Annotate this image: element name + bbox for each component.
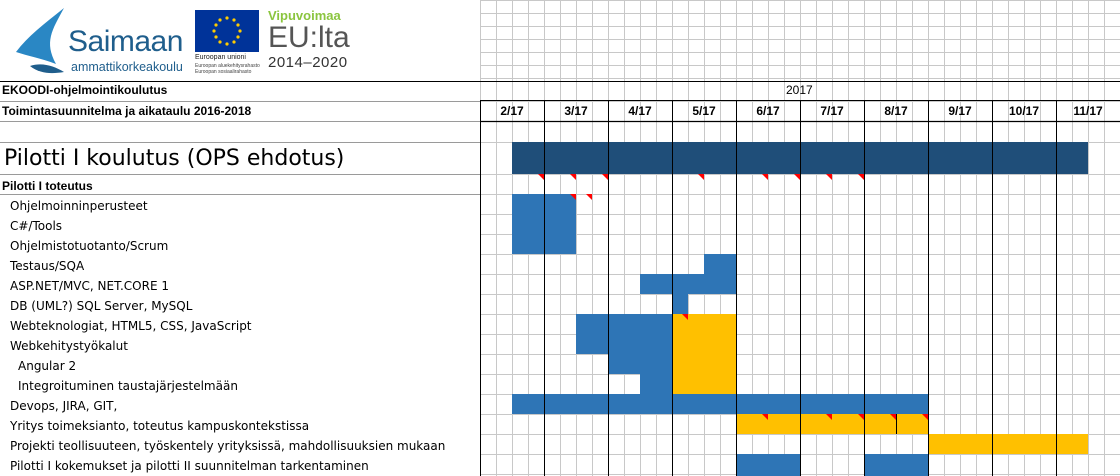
comment-marker-icon — [794, 174, 800, 180]
gantt-bar — [704, 254, 736, 274]
month-label: 6/17 — [756, 104, 780, 118]
month-label: 8/17 — [884, 104, 908, 118]
comment-marker-icon — [922, 414, 928, 420]
eu-logo-fund-1: Euroopan aluekehitysrahasto — [195, 63, 260, 69]
comment-marker-icon — [570, 194, 576, 200]
gantt-bar — [608, 354, 672, 374]
month-label: 5/17 — [692, 104, 716, 118]
eu-logo-fund-2: Euroopan sosiaalirahasto — [195, 69, 252, 75]
task-row-label: ASP.NET/MVC, NET.CORE 1 — [10, 279, 169, 293]
month-label: 3/17 — [564, 104, 588, 118]
gantt-bar — [672, 294, 688, 314]
saimaan-logo: Saimaan ammattikorkeakoulu — [14, 6, 194, 78]
saimaan-logo-title: Saimaan — [68, 25, 183, 58]
gantt-bar — [864, 454, 928, 476]
gantt-bar — [672, 314, 736, 394]
comment-marker-icon — [858, 174, 864, 180]
gantt-bar — [640, 374, 672, 394]
comment-marker-icon — [762, 174, 768, 180]
task-row-label: Yritys toimeksianto, toteutus kampuskont… — [10, 419, 310, 433]
task-row-label: Ohjelmoinninperusteet — [10, 199, 148, 213]
task-row-label: C#/Tools — [10, 219, 63, 233]
comment-marker-icon — [570, 174, 576, 180]
task-row-label: Testaus/SQA — [10, 259, 85, 273]
eu-logo-name: Euroopan unioni — [195, 54, 246, 61]
month-label: 9/17 — [948, 104, 972, 118]
comment-marker-icon — [602, 174, 608, 180]
comment-marker-icon — [890, 414, 896, 420]
comment-marker-icon — [826, 414, 832, 420]
month-label: 11/17 — [1073, 104, 1103, 118]
task-row-label: Projekti teollisuuteen, työskentely yrit… — [10, 439, 446, 453]
gantt-bar — [736, 414, 928, 434]
task-row-label: Webteknologiat, HTML5, CSS, JavaScript — [10, 319, 252, 333]
gantt-bar — [576, 314, 672, 354]
month-label: 7/17 — [820, 104, 844, 118]
sheet-subtitle: Toimintasuunnitelma ja aikataulu 2016-20… — [2, 104, 252, 118]
comment-marker-icon — [682, 314, 688, 320]
vipu-logo-line-1: Vipuvoimaa — [268, 8, 341, 23]
gantt-bar — [512, 394, 928, 414]
month-label: 2/17 — [500, 104, 524, 118]
saimaan-logo-subtitle: ammattikorkeakoulu — [71, 60, 183, 74]
section-title: Pilotti I koulutus (OPS ehdotus) — [4, 146, 345, 171]
gantt-bar — [928, 434, 1088, 454]
comment-marker-icon — [826, 174, 832, 180]
gantt-bar — [640, 274, 736, 294]
month-label: 10/17 — [1008, 104, 1040, 118]
year-label: 2017 — [786, 83, 813, 97]
task-row-label: Angular 2 — [18, 359, 77, 373]
comment-marker-icon — [698, 174, 704, 180]
comment-marker-icon — [586, 194, 592, 200]
month-label: 4/17 — [628, 104, 652, 118]
comment-marker-icon — [762, 414, 768, 420]
saimaan-wave-icon — [16, 8, 64, 74]
comment-marker-icon — [858, 414, 864, 420]
gantt-bar — [736, 454, 800, 476]
task-row-label: Integroituminen taustajärjestelmään — [18, 379, 238, 393]
sheet-title: EKOODI-ohjelmointikoulutus — [2, 83, 168, 97]
task-row-label: Webkehitystyökalut — [10, 339, 128, 353]
eu-flag-icon — [195, 10, 259, 52]
vipu-logo-line-2: EU:lta — [268, 21, 350, 54]
task-row-label: Ohjelmistotuotanto/Scrum — [10, 239, 169, 253]
comment-marker-icon — [538, 174, 544, 180]
task-row-label: Devops, JIRA, GIT, — [10, 399, 118, 413]
vipuvoimaa-logo: Vipuvoimaa EU:lta 2014–2020 — [268, 8, 368, 78]
eu-logo: Euroopan unioni Euroopan aluekehitysraha… — [195, 10, 261, 78]
task-row-label: Pilotti I kokemukset ja pilotti II suunn… — [10, 459, 369, 473]
vipu-logo-line-3: 2014–2020 — [268, 54, 348, 71]
task-row-label: Pilotti I toteutus — [2, 179, 93, 193]
task-row-label: DB (UML?) SQL Server, MySQL — [10, 299, 193, 313]
